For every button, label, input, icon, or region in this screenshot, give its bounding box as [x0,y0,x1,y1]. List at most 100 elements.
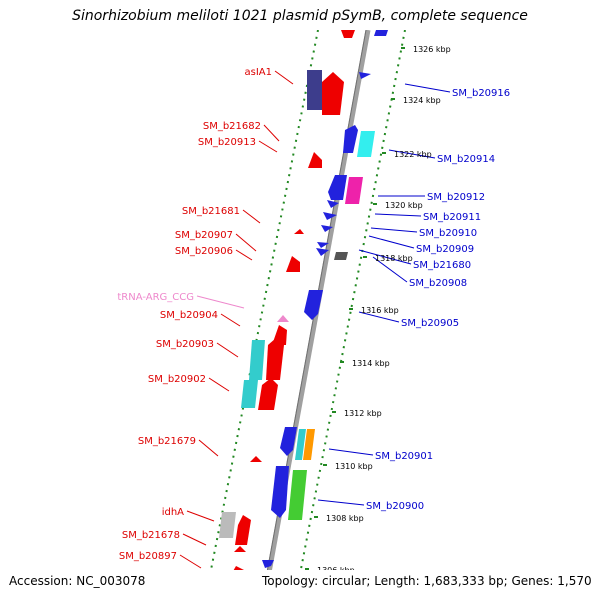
right-gene-label[interactable]: SM_b20909 [416,244,474,255]
left-gene-label[interactable]: SM_b20902 [148,374,206,385]
left-gene-label[interactable]: SM_b21681 [182,206,240,217]
right-gene-label[interactable]: SM_b20916 [452,88,510,99]
gene-sm-b20914-blue[interactable] [343,125,358,153]
left-label-leader [235,249,253,261]
left-gene-label[interactable]: SM_b20907 [175,230,233,241]
gene-sm-b20903-red[interactable] [266,338,284,380]
left-label-leader [208,377,230,392]
gene-sm-b20902-cyan[interactable] [241,380,258,408]
gene-idha-gray[interactable] [219,512,236,538]
gene-bottom-blue-arrow[interactable] [262,560,274,568]
tick-marks [305,47,405,570]
left-gene-label[interactable]: SM_b20906 [175,246,233,257]
gene-sm-b20903-cyan[interactable] [249,340,265,380]
kbp-tick-label: 1314 kbp [352,359,390,368]
map-title: Sinorhizobium meliloti 1021 plasmid pSym… [72,8,528,24]
gene-sm-b20901-orange[interactable] [303,429,315,460]
gene-sm-b21681-arrow[interactable] [294,229,304,234]
gene-bottom-red-block[interactable] [225,594,240,600]
gene-sm-b21680-arrow[interactable] [317,242,329,248]
left-gene-label[interactable]: SM_b20903 [156,339,214,350]
gene-sm-b20900-blue[interactable] [271,466,289,518]
gene-top-blue-partial[interactable] [374,30,388,36]
left-gene-label[interactable]: SM_b21679 [138,436,196,447]
gene-sm-b20905-arrow[interactable] [304,290,323,320]
left-gene-label[interactable]: SM_b21678 [122,530,180,541]
gene-sm-b20901-blue[interactable] [280,427,297,456]
kbp-tick-label: 1318 kbp [375,254,413,263]
left-label-leader [235,233,257,252]
gene-sm-b20901-cyan[interactable] [295,429,306,460]
kbp-tick-label: 1316 kbp [361,306,399,315]
left-label-leader [258,140,278,153]
right-gene-label[interactable]: SM_b20910 [419,228,477,239]
left-label-leader [216,342,239,358]
right-gene-label[interactable]: SM_b20905 [401,318,459,329]
right-label-leader [328,448,374,456]
right-label-leader [372,256,408,283]
left-label-leader [242,209,261,224]
left-gene-label[interactable]: SM_b20913 [198,137,256,148]
right-label-leader [388,149,436,159]
kbp-tick-label: 1322 kbp [394,150,432,159]
outer-right-dotted-track [299,30,406,570]
left-gene-label[interactable]: asIA1 [245,67,273,78]
left-gene-labels: asIA1 SM_b21682 SM_b20913 SM_b21681 SM_b2090… [117,67,294,569]
gene-sm-b20912-pink[interactable] [345,177,363,204]
right-label-leader [358,249,412,265]
gene-sm-b21678-arrow[interactable] [234,546,246,552]
kbp-tick-label: 1320 kbp [385,201,423,210]
gene-idha-red[interactable] [235,515,251,545]
gene-sm-b20912-blue[interactable] [328,175,347,200]
gene-sm-b20916-arrow[interactable] [359,72,371,79]
topology-text: Topology: circular; Length: 1,683,333 bp… [262,574,592,588]
left-label-leader [198,439,219,457]
gene-sm-b20913-arrow[interactable] [308,152,322,168]
kbp-tick-label: 1306 kbp [317,566,355,575]
right-label-leader [358,311,400,323]
left-label-leader [182,533,207,546]
right-gene-label[interactable]: SM_b21680 [413,260,471,271]
gene-sm-b20900-green[interactable] [288,470,307,520]
kbp-tick-label: 1312 kbp [344,409,382,418]
gene-asla1-block[interactable] [307,70,322,110]
gene-sm-b20914-cyan[interactable] [357,131,375,157]
gene-sm-b20908-arrow[interactable] [316,248,329,256]
right-gene-label[interactable]: SM_b20914 [437,154,495,165]
left-gene-label[interactable]: idhA [162,507,184,518]
left-label-leader [196,295,245,309]
right-gene-label[interactable]: SM_b20912 [427,192,485,203]
right-gene-label[interactable]: SM_b20908 [409,278,467,289]
left-label-leader [186,510,215,522]
left-label-leader [263,124,280,142]
left-label-leader [220,313,241,327]
right-gene-label[interactable]: SM_b20900 [366,501,424,512]
gene-sm-b20908-gray[interactable] [334,252,348,260]
gene-sm-b21679-arrow[interactable] [250,456,262,462]
right-label-leader [374,213,422,217]
kbp-tick-label: 1310 kbp [335,462,373,471]
gene-sm-b20909-arrow[interactable] [321,225,333,232]
right-label-leader [368,235,415,249]
gene-sm-b20910-arrow[interactable] [323,212,337,220]
kbp-tick-label: 1308 kbp [326,514,364,523]
left-gene-label[interactable]: tRNA-ARG_CCG [117,292,194,303]
left-gene-label[interactable]: SM_b20904 [160,310,218,321]
accession-text: Accession: NC_003078 [9,574,146,588]
gene-sm-b20906-arrow[interactable] [286,256,300,272]
gene-asla1-arrow[interactable] [322,72,344,115]
gene-sm-b20911-arrow[interactable] [327,200,339,208]
left-gene-label[interactable]: SM_b20897 [119,551,177,562]
right-gene-label[interactable]: SM_b20901 [375,451,433,462]
kbp-tick-labels: 1326 kbp 1324 kbp 1322 kbp 1320 kbp 1318 kbp… [317,45,451,575]
gene-sm-b20897-arrow[interactable] [228,566,244,592]
trna-arg-ccg-mark[interactable] [277,315,289,322]
gene-top-red-partial[interactable] [341,30,355,38]
outer-left-dotted-track [209,30,319,570]
right-gene-label[interactable]: SM_b20911 [423,212,481,223]
left-label-leader [179,554,202,569]
left-gene-label[interactable]: SM_b21682 [203,121,261,132]
right-label-leader [317,499,365,506]
gene-sm-b20902-red[interactable] [258,378,278,410]
